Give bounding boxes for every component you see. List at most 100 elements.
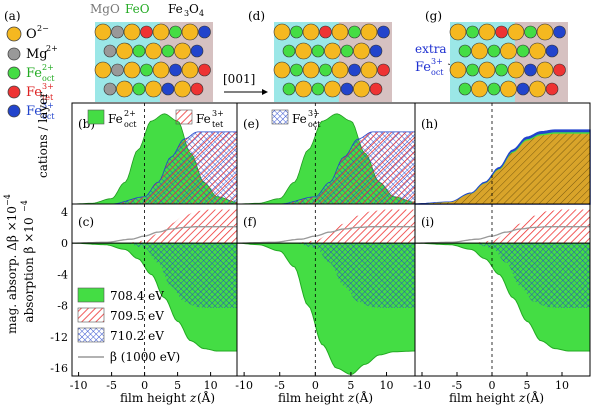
cation-atom [161, 82, 175, 96]
mg-ion-icon [7, 47, 21, 61]
oxygen-atom [295, 80, 312, 98]
legend-label: β (1000 eV) [110, 350, 180, 364]
legend-label: Fe [108, 112, 123, 126]
label-fe3o4: Fe [168, 2, 183, 16]
x-tick-label: -5 [452, 379, 463, 392]
cation-atom [161, 44, 175, 58]
svg-text:film height: film height [449, 391, 515, 405]
mixed-area [415, 133, 590, 204]
area-710 [72, 243, 237, 308]
legend-mg: Mg [26, 47, 48, 62]
cation-atom [103, 44, 117, 58]
oxygen-atom [360, 61, 378, 79]
cation-atom [553, 25, 566, 39]
cation-atom [348, 25, 361, 39]
legend-fe3tet: Fe [26, 85, 42, 100]
panel-i: (i) -10 -5 0 5 10 [413, 203, 591, 392]
cation-atom [487, 44, 501, 58]
structure-g [449, 22, 568, 102]
ylabel-bottom-2-sup: −4 [20, 200, 29, 212]
oxygen-atom [507, 61, 525, 79]
ylabel-middle: cations / layer [36, 92, 50, 178]
label-extra-fe: Fe [415, 60, 431, 75]
oxygen-atom [273, 61, 291, 79]
svg-text:z: z [189, 391, 197, 405]
area-709 [72, 209, 237, 244]
cation-atom [111, 63, 124, 77]
crystal-structures [94, 22, 568, 102]
cation-atom [516, 44, 530, 58]
label-fe3o4-sub2: 4 [199, 9, 204, 18]
oxygen-atom [174, 80, 191, 98]
cation-atom [340, 44, 354, 58]
legend-label: 708.4 eV [110, 289, 164, 303]
oxygen-atom [145, 80, 162, 98]
cation-atom [198, 63, 211, 77]
legend-label: 710.2 eV [110, 329, 164, 343]
x-tick-label: 10 [204, 379, 218, 392]
y-tick-label: 4 [61, 206, 68, 219]
oxygen-atom [302, 61, 320, 79]
legend-oxygen: O [26, 27, 37, 42]
cation-atom [290, 25, 303, 39]
panel-letter: (e) [243, 117, 259, 131]
cation-atom [458, 44, 472, 58]
legend-sub: tet [212, 120, 224, 129]
oxygen-atom [353, 42, 370, 60]
xlabel-2: film height z (Å) [278, 390, 373, 405]
legend-swatch [175, 109, 193, 125]
oxygen-atom [536, 61, 554, 79]
oxygen-atom [145, 42, 162, 60]
legend-label: Fe [292, 112, 307, 126]
svg-text:absorption β ×10: absorption β ×10 [22, 217, 36, 322]
cation-atom [524, 63, 537, 77]
cation-atom [545, 44, 559, 58]
oxygen-atom [500, 80, 517, 98]
cation-atom [103, 82, 117, 96]
area-710 [415, 243, 590, 308]
cation-atom [311, 82, 325, 96]
panel-letter-d: (d) [248, 9, 265, 23]
oxygen-atom [174, 42, 191, 60]
panel-letter-a: (a) [4, 9, 21, 23]
legend-oxygen-sup: 2− [37, 24, 49, 33]
beta-line [415, 226, 590, 244]
label-mgo: MgO [90, 2, 120, 16]
x-tick-label: 10 [555, 379, 569, 392]
panel-frame [414, 203, 591, 377]
legend-swatch [77, 287, 105, 303]
panel-letter: (c) [78, 215, 94, 229]
area-710 [237, 243, 415, 308]
oxygen-ion-icon [6, 26, 22, 42]
direction-arrow-icon [262, 89, 268, 95]
cation-atom [319, 63, 332, 77]
legend-fe3oct: Fe [26, 104, 42, 119]
x-tick-label: 0 [489, 379, 496, 392]
legend-label: 709.5 eV [110, 309, 164, 323]
middle-legend: Fe 2+oct Fe 3+tet Fe 3+oct [87, 109, 321, 129]
y-tick-label: -4 [57, 268, 68, 281]
xlabel-1: film height z (Å) [120, 390, 215, 405]
legend-fe3tet-sup: 3+ [42, 82, 54, 91]
legend-swatch [271, 109, 289, 125]
legend-fe3oct-sup: 3+ [42, 101, 54, 110]
structure-a [94, 22, 213, 102]
fe3-tet-ion-icon [7, 85, 21, 99]
ylabel-bottom-1: mag. absorp. Δβ ×10 −4 [3, 194, 19, 334]
oxygen-atom [507, 23, 525, 41]
label-feo: FeO [125, 2, 150, 16]
oxygen-atom [449, 23, 467, 41]
svg-text:(Å): (Å) [526, 390, 544, 405]
oxygen-atom [152, 61, 170, 79]
oxygen-atom [500, 42, 517, 60]
xlabel-3: film height z (Å) [449, 390, 544, 405]
legend-swatch [77, 327, 105, 343]
oxygen-atom [123, 61, 141, 79]
panel-letter: (h) [421, 117, 438, 131]
cation-atom [524, 25, 537, 39]
structure-d [273, 22, 392, 102]
x-tick-label: -10 [235, 379, 253, 392]
x-tick-label: -5 [274, 379, 285, 392]
cation-atom [377, 25, 390, 39]
